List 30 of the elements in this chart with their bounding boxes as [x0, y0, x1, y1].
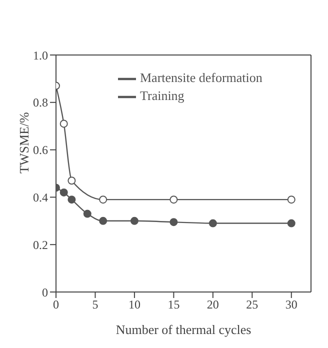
point: [68, 196, 76, 204]
point: [99, 196, 108, 204]
point: [287, 219, 296, 228]
x-tick-label: 0: [53, 298, 59, 312]
y-tick-label: 1.0: [33, 48, 48, 62]
y-tick-label: 0: [42, 285, 48, 300]
point: [130, 216, 138, 225]
point: [170, 196, 178, 204]
y-tick-label: 0.6: [33, 143, 48, 158]
y-tick-label: 0.8: [33, 96, 48, 110]
x-axis-title: Number of thermal cycles: [116, 322, 252, 337]
point: [60, 120, 68, 128]
y-tick-label: 0.2: [33, 238, 48, 252]
point: [68, 176, 76, 185]
x-tick-label: 30: [285, 298, 298, 312]
point: [99, 216, 108, 225]
point: [83, 210, 92, 218]
legend-label: Training: [140, 88, 184, 103]
x-tick-label: 10: [128, 298, 140, 312]
point: [208, 219, 217, 228]
y-axis-title: TWSME/%: [16, 112, 32, 174]
x-tick-label: 20: [206, 298, 219, 312]
point: [60, 188, 68, 196]
x-tick-label: 5: [92, 298, 98, 312]
y-tick-label: 0.4: [33, 190, 48, 204]
point: [170, 218, 178, 226]
point: [287, 196, 296, 204]
legend-label: Martensite deformation: [140, 70, 262, 85]
x-tick-label: 25: [246, 298, 258, 312]
x-tick-label: 15: [168, 298, 180, 312]
